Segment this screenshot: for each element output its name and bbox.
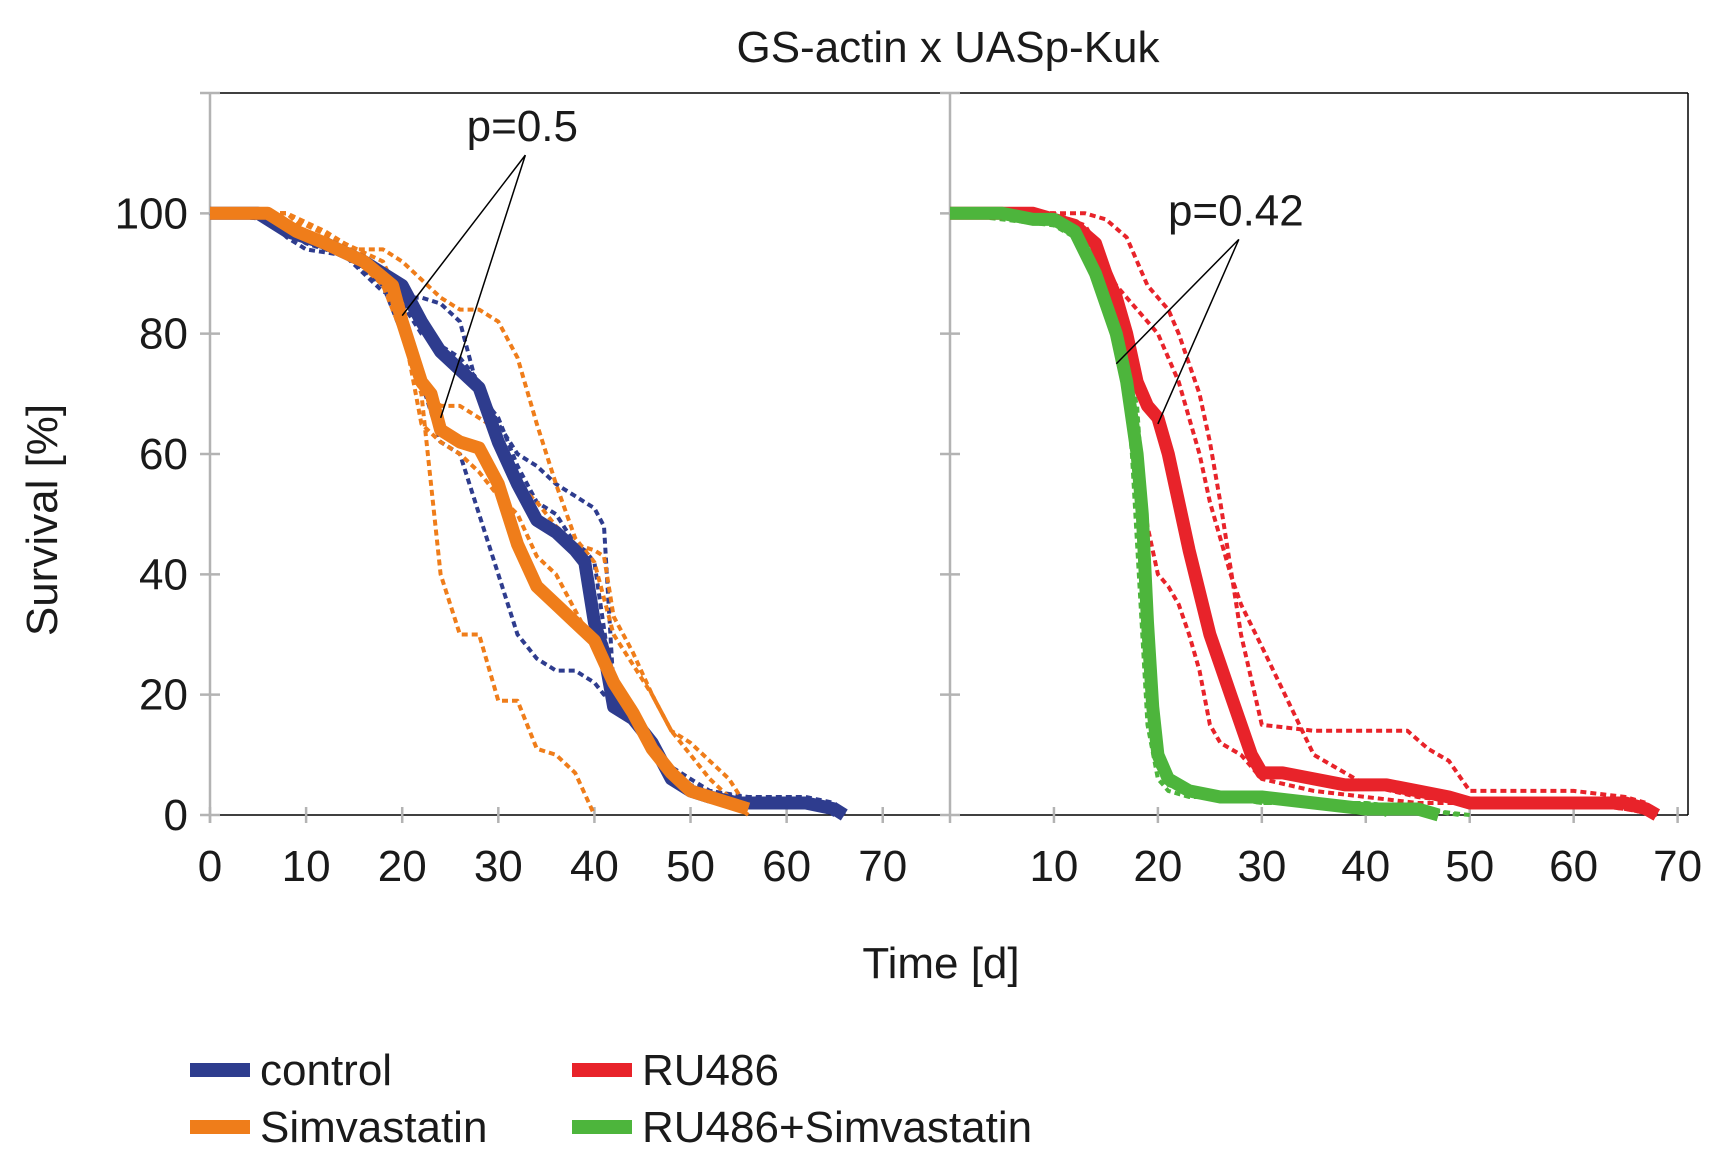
legend-label-control: control [260,1046,392,1095]
y-tick-label-60: 60 [139,430,188,479]
y-tick-label-80: 80 [139,310,188,359]
left-x-tick-label-10: 10 [282,842,331,891]
left-x-tick-label-20: 20 [378,842,427,891]
legend-label-simvastatin: Simvastatin [260,1103,487,1152]
legend-label-ru486: RU486 [642,1046,779,1095]
right-series-ru486-rep-2 [950,211,1658,817]
right-series-ru486-rep-3 [950,211,1658,817]
left-x-tick-label-60: 60 [762,842,811,891]
right-series-ru486-simvastatin [950,206,1441,822]
left-x-tick-label-70: 70 [858,842,907,891]
right-annotation-pointer-1 [1115,238,1240,365]
x-axis-label: Time [d] [862,939,1019,988]
right-panel: 10 20 30 40 50 60 70 p=0.42 [940,91,1702,891]
left-annotation-pointer-1 [401,154,526,317]
y-tick-label-0: 0 [164,791,188,840]
right-p-value-annotation: p=0.42 [1168,186,1304,235]
chart-title: GS-actin x UASp-Kuk [736,23,1160,72]
left-series-simvastatin [210,206,751,816]
right-x-tick-label-10: 10 [1029,842,1078,891]
left-annotation-pointer-2 [439,154,527,419]
right-annotation-pointer-2 [1157,239,1240,425]
right-x-tick-label-30: 30 [1237,842,1286,891]
left-p-value-annotation: p=0.5 [467,102,578,151]
right-x-tick-label-40: 40 [1341,842,1390,891]
right-series-ru486-simvastatin-rep-1 [950,211,1460,817]
left-series-control-rep-2 [209,211,836,817]
right-x-tick-label-70: 70 [1653,842,1702,891]
right-series-ru486-simvastatin-rep-2 [949,211,1388,817]
y-tick-label-100: 100 [115,189,188,238]
left-x-tick-label-40: 40 [570,842,619,891]
y-tick-label-20: 20 [139,671,188,720]
right-x-tick-label-50: 50 [1445,842,1494,891]
left-series-simvastatin-rep-3 [210,211,750,817]
left-x-tick-label-30: 30 [474,842,523,891]
y-axis-label: Survival [%] [18,404,67,636]
right-series-ru486-rep-1 [950,211,1659,817]
legend: control Simvastatin RU486 RU486+Simvasta… [190,1046,1032,1152]
left-x-tick-label-0: 0 [198,842,222,891]
legend-label-ru486-simvastatin: RU486+Simvastatin [642,1103,1032,1152]
right-series-ru486 [950,206,1661,821]
y-tick-label-40: 40 [139,550,188,599]
left-panel: 0 20 40 60 80 100 0 10 20 30 40 50 60 70 p=0.5 [115,91,951,891]
left-x-tick-label-50: 50 [666,842,715,891]
right-x-tick-label-60: 60 [1549,842,1598,891]
right-x-tick-label-20: 20 [1133,842,1182,891]
